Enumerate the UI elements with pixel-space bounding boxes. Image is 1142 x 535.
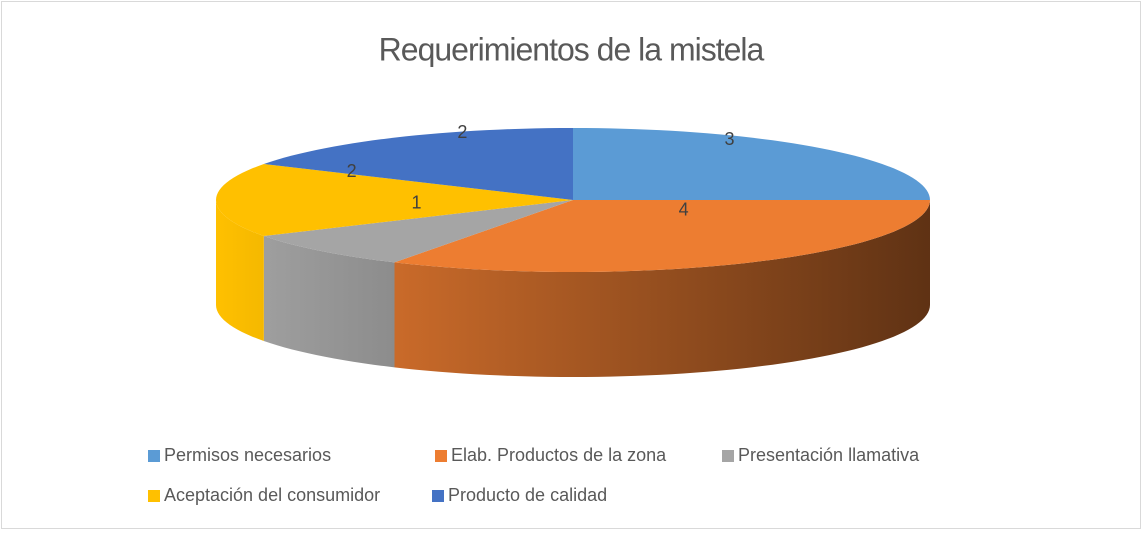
pie-slice-side: [216, 200, 264, 341]
data-label: 2: [457, 122, 467, 142]
legend-swatch: [432, 490, 444, 502]
pie-slice: [216, 164, 573, 236]
legend-swatch: [435, 450, 447, 462]
legend-label: Producto de calidad: [448, 485, 607, 505]
pie-slice-side: [263, 236, 395, 368]
legend-label: Presentación llamativa: [738, 445, 920, 465]
data-label: 3: [725, 129, 735, 149]
legend-label: Aceptación del consumidor: [164, 485, 380, 505]
data-label: 4: [679, 199, 689, 219]
pie-slice-side: [394, 200, 930, 377]
pie-slice: [263, 200, 573, 263]
legend-label: Permisos necesarios: [164, 445, 331, 465]
data-label: 1: [411, 192, 421, 212]
pie-slice: [573, 128, 930, 200]
pie-slice: [394, 200, 930, 272]
legend-swatch: [148, 450, 160, 462]
legend-swatch: [722, 450, 734, 462]
chart-title: Requerimientos de la mistela: [379, 31, 765, 67]
legend-label: Elab. Productos de la zona: [451, 445, 667, 465]
data-label: 2: [347, 161, 357, 181]
pie-slice: [263, 128, 573, 200]
legend-swatch: [148, 490, 160, 502]
